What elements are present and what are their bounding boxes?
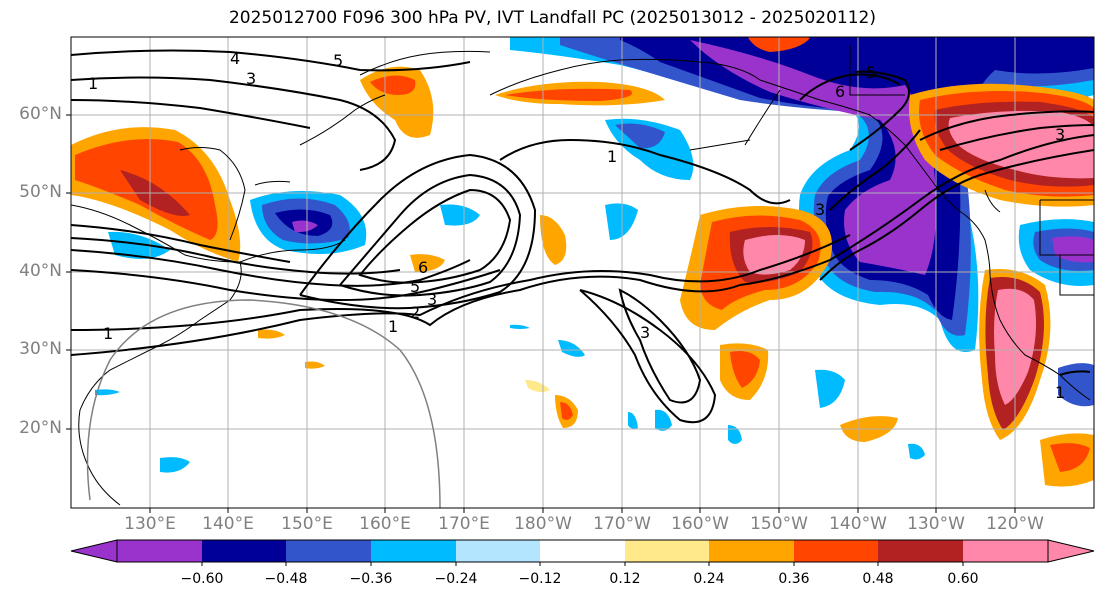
colorbar-label: −0.12	[518, 571, 562, 587]
lat-tick-marks	[66, 114, 71, 430]
lon-label-150e: 150°E	[281, 514, 333, 534]
contour-label: 4	[230, 49, 240, 68]
colorbar-label: 0.36	[778, 571, 810, 587]
contour-label: 1	[103, 324, 113, 343]
pc-shading	[71, 37, 1094, 487]
colorbar-segment	[709, 540, 794, 562]
lon-label-160e: 160°E	[359, 514, 411, 534]
contour-label: 1	[607, 147, 617, 166]
map-area: 1 4 3 5 1 1 1 2 3 5 6 3 3 5 6 3 1	[71, 37, 1094, 508]
colorbar-label: −0.48	[264, 571, 308, 587]
colorbar-label: −0.36	[349, 571, 393, 587]
lon-label-160w: 160°W	[671, 514, 729, 534]
contour-label: 5	[866, 63, 876, 82]
coastlines	[71, 45, 1094, 506]
contour-label: 5	[410, 277, 420, 296]
colorbar	[70, 539, 1095, 566]
colorbar-extend-low	[70, 539, 118, 563]
lon-label-140w: 140°W	[829, 514, 887, 534]
colorbar-extend-high	[1047, 539, 1095, 563]
lon-label-180w: 180°W	[514, 514, 572, 534]
colorbar-segment	[286, 540, 371, 562]
colorbar-segment	[540, 540, 625, 562]
colorbar-segment	[117, 540, 202, 562]
contour-label: 1	[388, 317, 398, 336]
map-title: 2025012700 F096 300 hPa PV, IVT Landfall…	[228, 8, 876, 28]
contour-label: 1	[1055, 383, 1065, 402]
colorbar-border	[116, 539, 1049, 563]
colorbar-segment	[878, 540, 963, 562]
reference-circle	[86, 299, 441, 508]
contour-label: 6	[418, 258, 428, 277]
contour-label-group: 1 4 3 5 1 1 1 2 3 5 6 3 3 5 6 3 1	[88, 49, 1065, 402]
lat-label-50n: 50°N	[19, 182, 62, 202]
lon-label-150w: 150°W	[750, 514, 808, 534]
colorbar-segment	[456, 540, 540, 562]
colorbar-segment	[371, 540, 456, 562]
lon-tick-marks	[149, 508, 1016, 513]
contour-label: 3	[427, 290, 437, 309]
lon-label-140e: 140°E	[202, 514, 254, 534]
contour-label: 2	[410, 303, 420, 322]
lon-label-130w: 130°W	[907, 514, 965, 534]
lon-label-130e: 130°E	[124, 514, 176, 534]
colorbar-label: 0.60	[947, 571, 979, 587]
colorbar-label: 0.12	[609, 571, 641, 587]
colorbar-label: −0.60	[180, 571, 224, 587]
contour-label: 5	[333, 51, 343, 70]
contour-label: 1	[88, 74, 98, 93]
lon-label-170e: 170°E	[438, 514, 490, 534]
colorbar-label: −0.24	[434, 571, 478, 587]
colorbar-label: 0.24	[693, 571, 725, 587]
lat-label-60n: 60°N	[19, 104, 62, 124]
contour-label: 3	[1055, 125, 1065, 144]
contour-label: 3	[640, 323, 650, 342]
lon-label-120w: 120°W	[986, 514, 1044, 534]
contour-label: 3	[815, 200, 825, 219]
contour-label: 6	[835, 82, 845, 101]
colorbar-segment	[625, 540, 709, 562]
contour-label: 3	[246, 69, 256, 88]
colorbar-label: 0.48	[862, 571, 894, 587]
lat-label-40n: 40°N	[19, 261, 62, 281]
lon-label-170w: 170°W	[593, 514, 651, 534]
pv-contours	[71, 49, 1094, 424]
lat-label-20n: 20°N	[19, 418, 62, 438]
lat-label-30n: 30°N	[19, 339, 62, 359]
colorbar-ticks	[201, 562, 964, 566]
colorbar-segment	[794, 540, 878, 562]
colorbar-segment	[963, 540, 1048, 562]
colorbar-segment	[202, 540, 286, 562]
